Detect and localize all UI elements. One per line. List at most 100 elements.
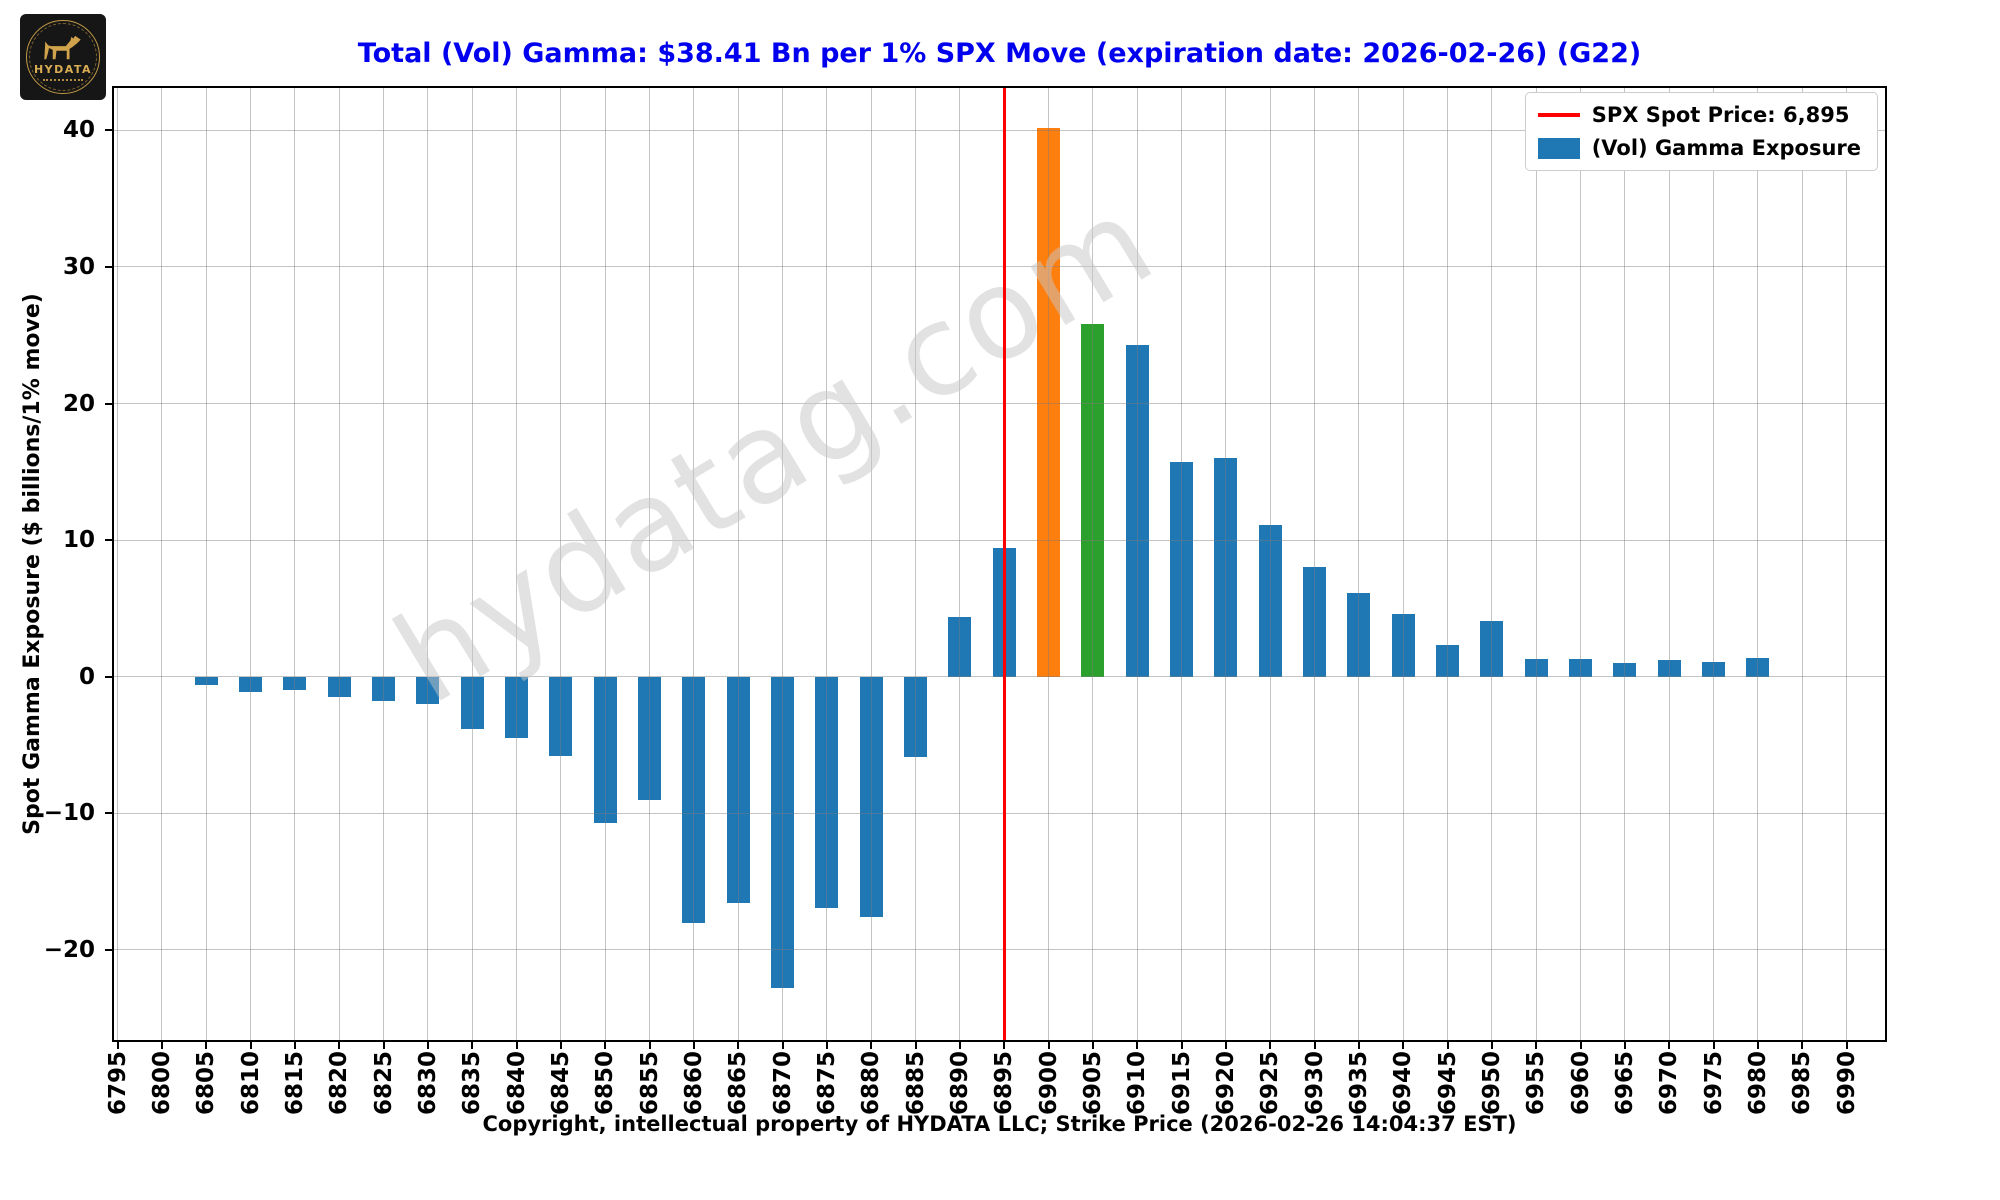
horizontal-gridline-20 <box>114 403 1885 404</box>
x-tick-6860 <box>692 1040 695 1049</box>
gamma-bar-6935 <box>1347 593 1371 677</box>
x-tick-label-6865: 6865 <box>725 1051 752 1116</box>
vertical-gridline-6795 <box>117 88 118 1040</box>
vertical-gridline-6870 <box>782 88 783 1040</box>
gamma-bar-6980 <box>1746 657 1770 677</box>
vertical-gridline-6960 <box>1580 88 1581 1040</box>
vertical-gridline-6965 <box>1624 88 1626 1040</box>
gamma-bar-6820 <box>327 676 351 698</box>
x-tick-label-6985: 6985 <box>1789 1051 1816 1116</box>
x-tick-6930 <box>1313 1040 1316 1049</box>
x-tick-label-6800: 6800 <box>148 1051 175 1116</box>
gamma-bar-6835 <box>460 676 484 729</box>
gamma-bar-6870 <box>771 676 794 989</box>
y-tick--20 <box>105 948 114 951</box>
x-tick-6800 <box>160 1040 163 1049</box>
x-tick-6935 <box>1357 1040 1360 1049</box>
vertical-gridline-6925 <box>1269 88 1271 1040</box>
vertical-gridline-6930 <box>1314 88 1315 1040</box>
horizontal-gridline-30 <box>114 266 1885 268</box>
vertical-gridline-6970 <box>1668 88 1670 1040</box>
gamma-bar-6825 <box>372 676 395 702</box>
gamma-bar-6905 <box>1081 324 1105 677</box>
x-tick-label-6900: 6900 <box>1035 1051 1062 1116</box>
vertical-gridline-6860 <box>693 88 695 1040</box>
x-tick-label-6815: 6815 <box>281 1051 308 1116</box>
x-tick-6950 <box>1490 1040 1493 1049</box>
bars-layer <box>114 88 1885 1040</box>
x-tick-label-6930: 6930 <box>1301 1051 1328 1116</box>
x-tick-6795 <box>116 1040 119 1049</box>
gamma-bar-6960 <box>1569 658 1592 677</box>
vertical-gridline-6910 <box>1136 88 1138 1040</box>
x-tick-label-6940: 6940 <box>1390 1051 1417 1116</box>
x-tick-6815 <box>293 1040 296 1049</box>
x-tick-label-6885: 6885 <box>902 1051 929 1116</box>
gamma-bar-6850 <box>593 676 617 823</box>
y-tick-10 <box>105 539 114 542</box>
x-tick-label-6830: 6830 <box>414 1051 441 1116</box>
x-tick-6880 <box>870 1040 873 1049</box>
x-tick-label-6935: 6935 <box>1345 1051 1372 1116</box>
x-tick-label-6970: 6970 <box>1656 1051 1683 1116</box>
spx-spot-price-line <box>1002 88 1006 1040</box>
vertical-gridline-6820 <box>338 88 340 1040</box>
x-tick-label-6835: 6835 <box>459 1051 486 1116</box>
gamma-bar-6865 <box>726 676 750 904</box>
vertical-gridline-6940 <box>1402 88 1404 1040</box>
gamma-bar-6915 <box>1170 462 1193 677</box>
x-tick-label-6915: 6915 <box>1168 1051 1195 1116</box>
x-tick-6810 <box>249 1040 252 1049</box>
vertical-gridline-6805 <box>205 88 207 1040</box>
x-tick-label-6990: 6990 <box>1833 1051 1860 1116</box>
gamma-bar-6925 <box>1258 525 1282 677</box>
legend-row-gamma: (Vol) Gamma Exposure <box>1537 136 1861 160</box>
x-tick-6835 <box>471 1040 474 1049</box>
x-tick-6875 <box>825 1040 828 1049</box>
x-tick-6980 <box>1756 1040 1759 1049</box>
x-tick-6855 <box>648 1040 651 1049</box>
gamma-bar-6810 <box>239 676 262 692</box>
gamma-bar-6805 <box>194 676 218 685</box>
vertical-gridline-6985 <box>1801 88 1803 1040</box>
horizontal-gridline-10 <box>114 539 1885 541</box>
x-tick-label-6905: 6905 <box>1079 1051 1106 1116</box>
spot-price-line-swatch <box>1537 113 1580 117</box>
vertical-gridline-6880 <box>870 88 872 1040</box>
x-tick-6975 <box>1712 1040 1715 1049</box>
y-tick-40 <box>105 129 114 132</box>
x-tick-6840 <box>515 1040 518 1049</box>
x-tick-label-6810: 6810 <box>237 1051 264 1116</box>
legend-row-spot: SPX Spot Price: 6,895 <box>1537 103 1861 127</box>
gamma-bar-6885 <box>904 676 927 758</box>
gamma-bar-6815 <box>283 676 307 691</box>
vertical-gridline-6885 <box>915 88 916 1040</box>
gamma-bar-6845 <box>549 676 573 756</box>
gamma-bar-6950 <box>1480 620 1504 677</box>
grid-layer <box>114 88 1885 1040</box>
horizontal-gridline--10 <box>114 812 1885 814</box>
vertical-gridline-6915 <box>1181 88 1182 1040</box>
hydata-logo: HYDATA <box>20 14 106 100</box>
x-tick-6915 <box>1180 1040 1183 1049</box>
y-tick-label--10: −10 <box>43 800 95 827</box>
y-tick-label-20: 20 <box>62 390 95 417</box>
x-tick-label-6825: 6825 <box>370 1051 397 1116</box>
x-tick-6890 <box>958 1040 961 1049</box>
vertical-gridline-6945 <box>1447 88 1448 1040</box>
vertical-gridline-6935 <box>1358 88 1360 1040</box>
x-tick-6965 <box>1623 1040 1626 1049</box>
x-tick-label-6950: 6950 <box>1478 1051 1505 1116</box>
x-tick-6830 <box>426 1040 429 1049</box>
x-tick-label-6870: 6870 <box>769 1051 796 1116</box>
plot-area: hydatag.com <box>112 86 1887 1042</box>
horizontal-gridline--20 <box>114 949 1885 951</box>
vertical-gridline-6840 <box>516 88 517 1040</box>
vertical-gridline-6950 <box>1491 88 1493 1040</box>
x-tick-label-6980: 6980 <box>1744 1051 1771 1116</box>
gamma-bar-6860 <box>682 676 706 923</box>
gamma-bar-6830 <box>416 676 440 704</box>
vertical-gridline-6850 <box>604 88 606 1040</box>
logo-brand: HYDATA <box>33 62 93 76</box>
chart-title: Total (Vol) Gamma: $38.41 Bn per 1% SPX … <box>357 38 1642 69</box>
